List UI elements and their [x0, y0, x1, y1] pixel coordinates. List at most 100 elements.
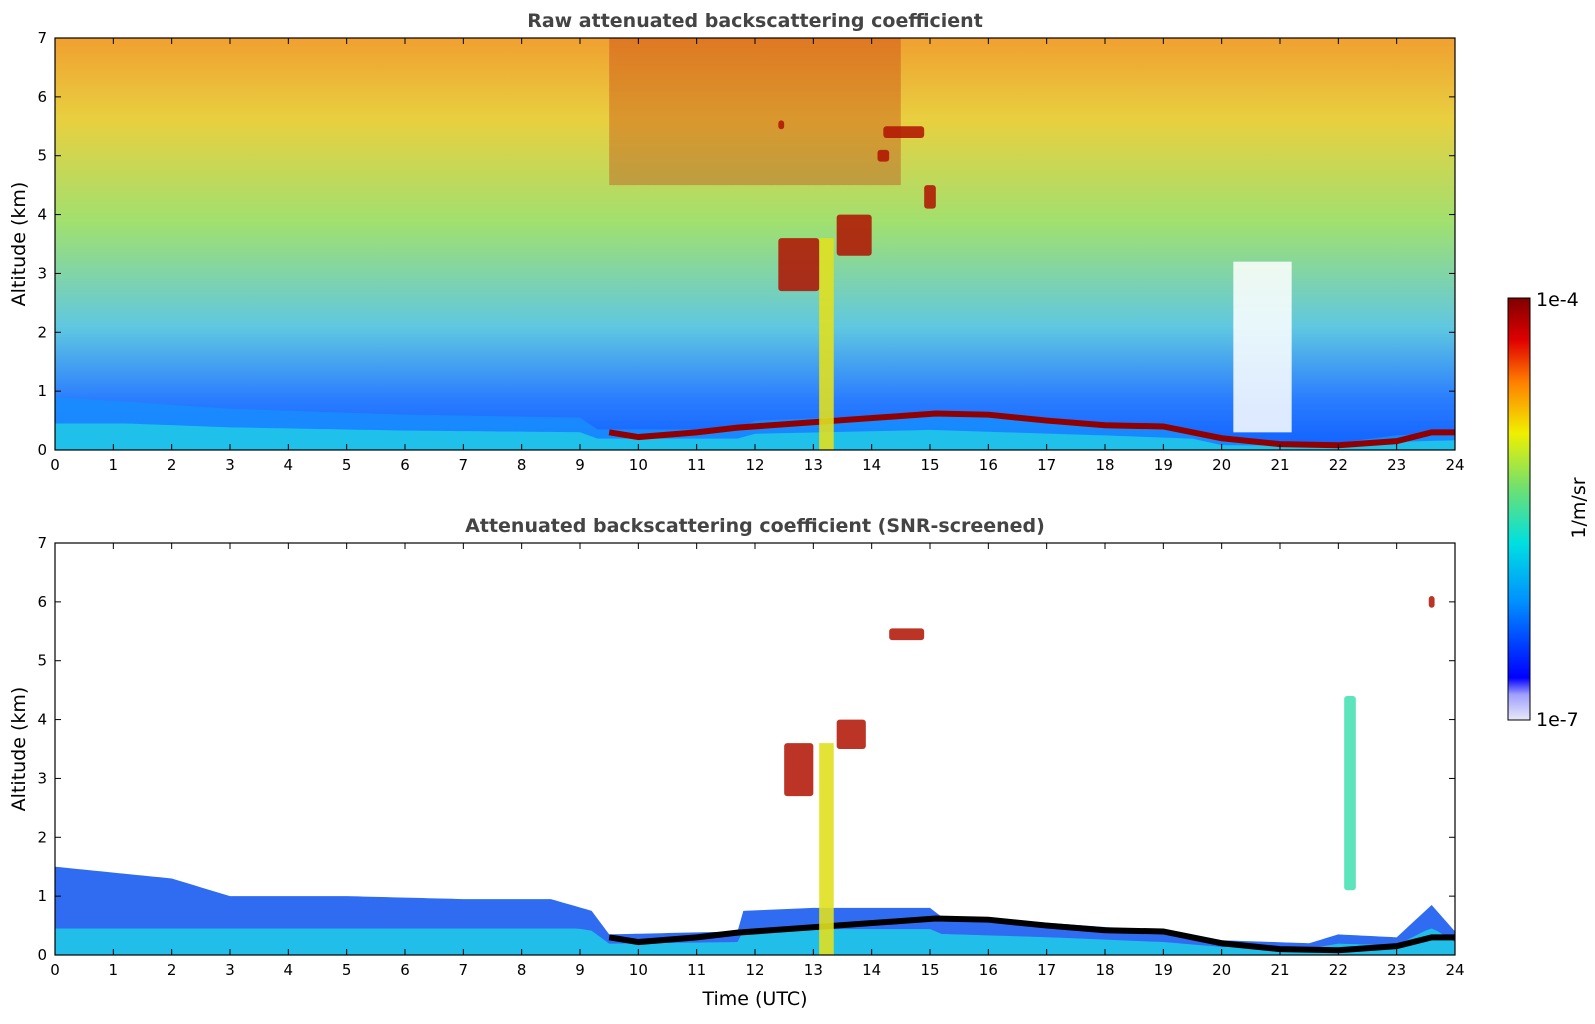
x-tick-label: 12: [745, 961, 764, 979]
x-tick-label: 4: [284, 456, 294, 474]
colorbar-max-label: 1e-4: [1536, 289, 1579, 311]
y-axis-label: Altitude (km): [8, 182, 30, 307]
x-tick-label: 1: [109, 961, 119, 979]
plot-area: [55, 38, 1455, 450]
y-tick-label: 0: [37, 441, 47, 459]
x-tick-label: 16: [979, 961, 998, 979]
x-tick-label: 10: [629, 961, 648, 979]
y-tick-label: 6: [37, 593, 47, 611]
y-tick-label: 4: [37, 206, 47, 224]
y-tick-label: 2: [37, 828, 47, 846]
precipitation-column: [819, 743, 834, 955]
x-tick-label: 12: [745, 456, 764, 474]
x-tick-label: 9: [575, 961, 585, 979]
x-tick-label: 24: [1445, 961, 1464, 979]
x-tick-label: 23: [1387, 961, 1406, 979]
x-tick-label: 17: [1037, 961, 1056, 979]
cloud-patch: [877, 149, 890, 162]
x-tick-label: 15: [920, 456, 939, 474]
precipitation-column: [819, 238, 834, 450]
y-tick-label: 4: [37, 711, 47, 729]
x-tick-label: 18: [1095, 456, 1114, 474]
x-tick-label: 6: [400, 961, 410, 979]
y-tick-label: 7: [37, 534, 47, 552]
boundary-layer-line: [608, 410, 1455, 449]
x-tick-label: 17: [1037, 456, 1056, 474]
y-tick-label: 0: [37, 946, 47, 964]
x-tick-label: 3: [225, 456, 235, 474]
x-tick-label: 0: [50, 456, 60, 474]
x-tick-label: 15: [920, 961, 939, 979]
x-tick-label: 10: [629, 456, 648, 474]
boundary-layer-line: [608, 915, 1455, 954]
y-tick-label: 1: [37, 382, 47, 400]
x-tick-label: 7: [459, 961, 469, 979]
x-tick-label: 21: [1270, 961, 1289, 979]
y-tick-label: 1: [37, 887, 47, 905]
y-tick-label: 5: [37, 147, 47, 165]
near-surface-band: [55, 423, 1455, 450]
cloud-patch: [1428, 595, 1435, 608]
x-tick-label: 2: [167, 961, 177, 979]
x-tick-label: 16: [979, 456, 998, 474]
cloud-patch: [883, 126, 925, 139]
x-tick-label: 14: [862, 456, 881, 474]
plot-area: [55, 595, 1455, 955]
x-tick-label: 20: [1212, 456, 1231, 474]
x-tick-label: 7: [459, 456, 469, 474]
x-tick-label: 9: [575, 456, 585, 474]
x-tick-label: 18: [1095, 961, 1114, 979]
y-tick-label: 3: [37, 264, 47, 282]
cloud-patch: [778, 238, 820, 292]
x-tick-label: 22: [1329, 961, 1348, 979]
noisy-top-region: [609, 38, 901, 186]
y-axis-label: Altitude (km): [8, 687, 30, 812]
x-tick-label: 11: [687, 961, 706, 979]
colorbar-gradient: [1507, 297, 1531, 721]
x-tick-label: 11: [687, 456, 706, 474]
x-tick-label: 22: [1329, 456, 1348, 474]
raw-panel: 0 1 2 3 4 5 6 7 8 9 10 11 12 13 14 15 16 17 18 19 20 21 22 23 24…: [8, 10, 1465, 474]
colorbar: 1e-4 1e-7 1/m/sr: [1507, 289, 1590, 731]
x-tick-label: 4: [284, 961, 294, 979]
x-tick-label: 0: [50, 961, 60, 979]
y-tick-label: 6: [37, 88, 47, 106]
colorbar-unit-label: 1/m/sr: [1568, 477, 1590, 538]
near-surface-band: [55, 928, 1455, 955]
cloud-patch: [836, 214, 872, 256]
x-tick-label: 3: [225, 961, 235, 979]
cloud-patch: [889, 628, 925, 641]
x-tick-label: 19: [1154, 456, 1173, 474]
x-tick-label: 13: [804, 456, 823, 474]
cloud-patch: [924, 185, 936, 209]
y-tick-label: 7: [37, 29, 47, 47]
x-tick-label: 2: [167, 456, 177, 474]
x-tick-label: 23: [1387, 456, 1406, 474]
x-tick-label: 19: [1154, 961, 1173, 979]
clear-region: [1233, 261, 1292, 433]
x-axis-label: Time (UTC): [701, 988, 807, 1010]
plot-frame: [54, 542, 1456, 956]
y-tick-label: 5: [37, 652, 47, 670]
cloud-patch: [778, 120, 785, 130]
chart-title: Attenuated backscattering coefficient (S…: [465, 515, 1045, 537]
x-tick-label: 20: [1212, 961, 1231, 979]
x-tick-label: 14: [862, 961, 881, 979]
chart-title: Raw attenuated backscattering coefficien…: [527, 10, 983, 32]
x-tick-label: 5: [342, 961, 352, 979]
y-tick-label: 2: [37, 323, 47, 341]
x-tick-label: 6: [400, 456, 410, 474]
cloud-patch: [784, 743, 814, 797]
screened-panel: 0 1 2 3 4 5 6 7 8 9 10 11 12 13 14 15 16 17 18 19 20 21 22 23 24…: [8, 515, 1465, 1010]
x-tick-label: 8: [517, 961, 527, 979]
colorbar-min-label: 1e-7: [1536, 709, 1579, 731]
x-tick-label: 24: [1445, 456, 1464, 474]
y-tick-label: 3: [37, 769, 47, 787]
x-tick-label: 21: [1270, 456, 1289, 474]
x-tick-label: 1: [109, 456, 119, 474]
x-tick-label: 8: [517, 456, 527, 474]
x-tick-label: 13: [804, 961, 823, 979]
x-tick-label: 5: [342, 456, 352, 474]
